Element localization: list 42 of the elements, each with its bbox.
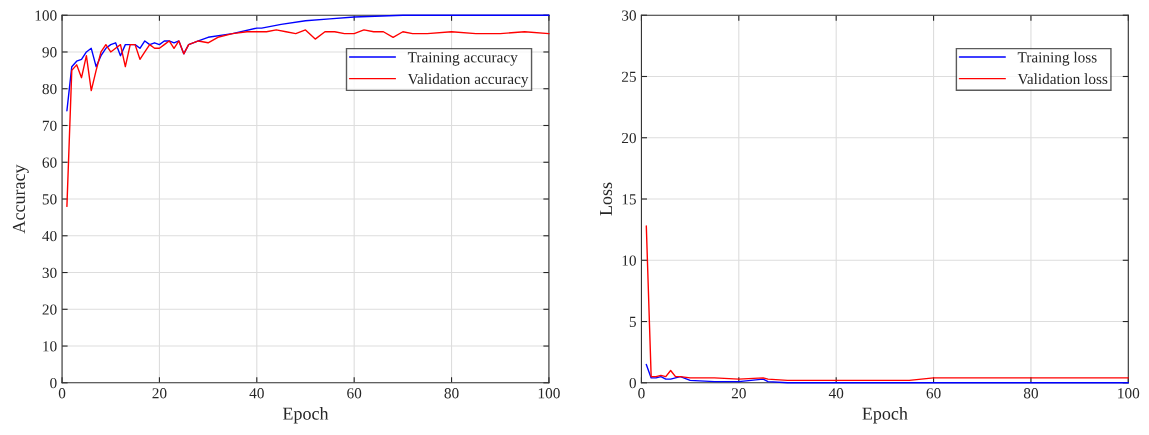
- y-tick-label: 0: [50, 377, 57, 389]
- x-tick-label: 20: [152, 388, 167, 399]
- y-tick-label: 20: [621, 132, 636, 144]
- x-tick-label: 100: [1118, 388, 1140, 399]
- line-series: [66, 29, 550, 208]
- y-tick-label: 50: [42, 194, 57, 205]
- y-tick-label: 10: [622, 255, 636, 266]
- y-tick-label: 30: [42, 267, 57, 278]
- line-series: [645, 363, 1130, 384]
- x-tick-label: 0: [58, 388, 66, 399]
- x-tick-label: 80: [444, 388, 459, 399]
- line-series: [645, 225, 1130, 382]
- legend-label: Validation loss: [1017, 73, 1108, 85]
- y-tick-label: 5: [629, 316, 636, 327]
- y-tick-label: 20: [42, 304, 57, 315]
- x-tick-label: 20: [731, 388, 746, 399]
- y-tick-label: 60: [42, 157, 57, 168]
- legend-label: Training loss: [1017, 51, 1097, 66]
- x-tick-label: 80: [1023, 388, 1038, 399]
- y-tick-label: 90: [42, 47, 57, 58]
- x-tick-label: 60: [926, 388, 941, 399]
- y-axis-title: Accuracy: [12, 164, 29, 234]
- x-tick-label: 40: [249, 388, 264, 399]
- legend-label: Training accuracy: [407, 52, 518, 66]
- y-tick-label: 70: [42, 120, 57, 131]
- line-series: [66, 14, 550, 112]
- y-tick-label: 25: [621, 71, 636, 82]
- x-tick-label: 60: [347, 388, 362, 399]
- y-tick-label: 40: [42, 230, 57, 242]
- y-tick-label: 30: [622, 10, 636, 21]
- x-axis-title: Epoch: [862, 407, 908, 424]
- y-tick-label: 10: [43, 341, 57, 352]
- x-tick-label: 100: [538, 388, 560, 399]
- x-tick-label: 0: [638, 388, 645, 399]
- y-tick-label: 100: [35, 10, 57, 21]
- legend-label: Validation accuracy: [407, 73, 529, 88]
- y-tick-label: 0: [629, 377, 636, 389]
- y-tick-label: 80: [42, 83, 57, 95]
- x-axis-title: Epoch: [282, 407, 329, 424]
- y-axis-title: Loss: [600, 182, 613, 216]
- x-tick-label: 40: [828, 388, 844, 399]
- y-tick-label: 15: [622, 194, 636, 205]
